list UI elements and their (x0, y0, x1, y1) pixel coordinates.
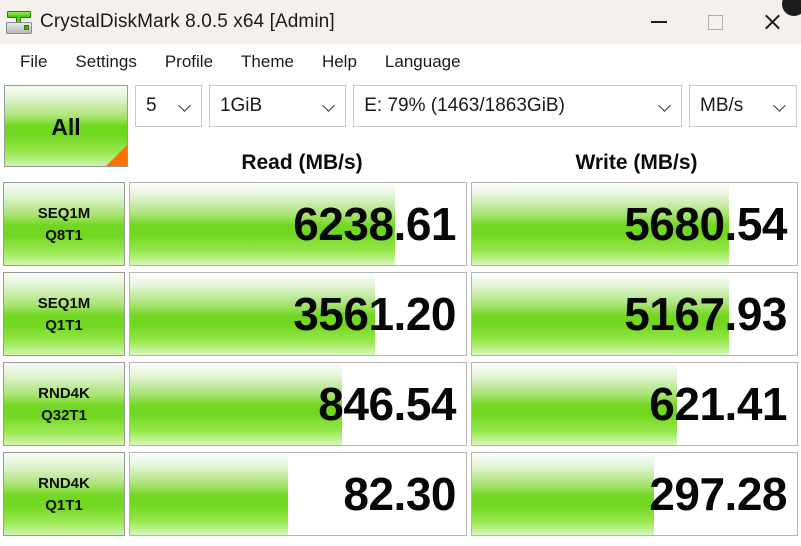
header-spacer (0, 146, 132, 180)
test-count-select[interactable]: 5 (135, 85, 202, 127)
write-bar-fill (472, 183, 729, 265)
test-label-line1: SEQ1M (37, 204, 91, 222)
menu-item-language[interactable]: Language (384, 52, 461, 71)
test-button-seq1m-q1t1[interactable]: SEQ1M Q1T1 (3, 272, 125, 356)
target-drive-value: E: 79% (1463/1863GiB) (364, 95, 565, 116)
read-bar-fill (130, 453, 288, 535)
write-bar-fill (472, 273, 729, 355)
read-bar-fill (130, 183, 396, 265)
test-label-line1: RND4K (38, 384, 90, 402)
profile-corner-indicator (106, 145, 127, 166)
window-title: CrystalDiskMark 8.0.5 x64 [Admin] (40, 11, 335, 32)
minimize-icon (650, 21, 667, 23)
read-result-value: 846.54 (318, 378, 456, 430)
test-count-value: 5 (146, 95, 157, 116)
chevron-down-icon (774, 100, 786, 112)
read-result-bar: 6238.61 (129, 182, 467, 266)
test-label-line1: RND4K (38, 474, 90, 492)
table-row: SEQ1M Q8T1 6238.61 5680.54 (0, 180, 801, 270)
read-result-bar: 3561.20 (129, 272, 467, 356)
menu-item-help[interactable]: Help (321, 52, 357, 71)
test-button-rnd4k-q1t1[interactable]: RND4K Q1T1 (3, 452, 125, 536)
test-label-line2: Q8T1 (45, 226, 83, 244)
table-row: RND4K Q1T1 82.30 297.28 (0, 450, 801, 540)
test-label-line1: SEQ1M (37, 294, 91, 312)
toolbar: All 5 1GiB E: 79% (1463/1863GiB) MB/s (0, 80, 801, 167)
chevron-down-icon (179, 100, 191, 112)
close-icon (763, 13, 782, 32)
test-label-line2: Q1T1 (45, 316, 83, 334)
write-bar-fill (472, 453, 654, 535)
column-headers: Read (MB/s) Write (MB/s) (0, 146, 801, 180)
read-result-value: 82.30 (343, 468, 456, 520)
write-result-value: 5680.54 (624, 198, 787, 250)
read-result-value: 3561.20 (293, 288, 456, 340)
cursor-artifact (779, 0, 801, 19)
chevron-down-icon (659, 100, 671, 112)
maximize-icon (708, 14, 723, 30)
menu-bar: File Settings Profile Theme Help Languag… (0, 44, 801, 80)
table-row: RND4K Q32T1 846.54 621.41 (0, 360, 801, 450)
menu-item-profile[interactable]: Profile (164, 52, 214, 71)
read-column-header: Read (MB/s) (241, 151, 363, 174)
read-result-bar: 846.54 (129, 362, 467, 446)
title-bar: CrystalDiskMark 8.0.5 x64 [Admin] (0, 0, 801, 44)
menu-item-settings[interactable]: Settings (75, 52, 137, 71)
write-bar-fill (472, 363, 677, 445)
write-column-header: Write (MB/s) (575, 151, 698, 174)
test-size-value: 1GiB (219, 95, 263, 116)
all-button[interactable]: All (4, 85, 128, 167)
unit-select[interactable]: MB/s (689, 85, 797, 127)
test-label-line2: Q32T1 (41, 406, 87, 424)
menu-item-file[interactable]: File (20, 52, 48, 71)
write-result-value: 297.28 (649, 468, 787, 520)
test-size-select[interactable]: 1GiB (208, 85, 347, 127)
unit-value: MB/s (700, 95, 744, 116)
write-result-value: 5167.93 (624, 288, 787, 340)
read-bar-fill (130, 363, 342, 445)
results-table: SEQ1M Q8T1 6238.61 5680.54 SEQ1M Q1T1 35… (0, 180, 801, 540)
menu-item-theme[interactable]: Theme (241, 52, 294, 71)
read-result-value: 6238.61 (293, 198, 456, 250)
disk-drive-icon (4, 7, 34, 37)
target-drive-select[interactable]: E: 79% (1463/1863GiB) (353, 85, 683, 127)
minimize-button[interactable] (630, 0, 687, 44)
window-controls (630, 0, 801, 44)
write-result-bar: 621.41 (471, 362, 798, 446)
table-row: SEQ1M Q1T1 3561.20 5167.93 (0, 270, 801, 360)
test-button-seq1m-q8t1[interactable]: SEQ1M Q8T1 (3, 182, 125, 266)
chevron-down-icon (323, 100, 335, 112)
test-button-rnd4k-q32t1[interactable]: RND4K Q32T1 (3, 362, 125, 446)
write-result-value: 621.41 (649, 378, 787, 430)
read-result-bar: 82.30 (129, 452, 467, 536)
all-button-label: All (51, 113, 81, 140)
test-label-line2: Q1T1 (45, 496, 83, 514)
maximize-button[interactable] (687, 0, 744, 44)
write-result-bar: 5680.54 (471, 182, 798, 266)
write-result-bar: 5167.93 (471, 272, 798, 356)
read-bar-fill (130, 273, 376, 355)
write-result-bar: 297.28 (471, 452, 798, 536)
